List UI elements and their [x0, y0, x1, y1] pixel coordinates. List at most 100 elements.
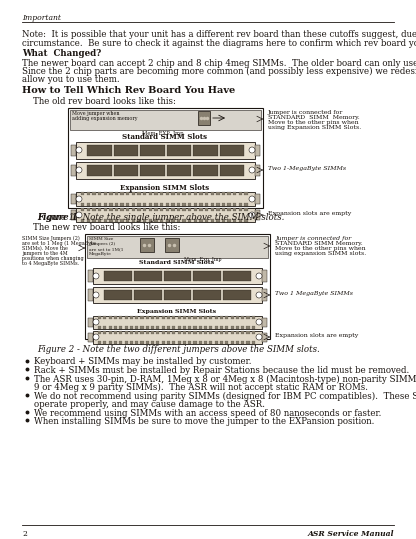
Bar — [220, 326, 223, 329]
Bar — [103, 341, 106, 344]
Bar — [114, 331, 117, 334]
Bar — [182, 203, 186, 206]
Bar — [135, 341, 138, 344]
Bar — [130, 341, 133, 344]
Text: Standard SIMM Slots: Standard SIMM Slots — [139, 260, 215, 265]
Bar — [241, 316, 244, 319]
Bar — [204, 316, 207, 319]
Bar — [109, 208, 113, 211]
Bar — [132, 203, 135, 206]
Bar — [119, 326, 122, 329]
Bar — [126, 192, 129, 195]
Bar — [149, 192, 152, 195]
Bar — [228, 192, 231, 195]
Bar — [119, 341, 122, 344]
Bar — [239, 192, 242, 195]
Bar — [160, 208, 163, 211]
Bar — [151, 316, 154, 319]
Bar — [244, 208, 248, 211]
Bar — [126, 203, 129, 206]
Bar — [166, 192, 169, 195]
Bar — [205, 208, 208, 211]
Bar — [88, 289, 93, 301]
Bar — [252, 326, 255, 329]
Text: Move jumper when: Move jumper when — [72, 111, 119, 116]
Circle shape — [256, 319, 262, 325]
Bar — [124, 316, 128, 319]
Bar — [225, 331, 228, 334]
Bar — [143, 208, 146, 211]
Circle shape — [249, 167, 255, 173]
Bar — [199, 341, 202, 344]
Circle shape — [256, 273, 262, 279]
Bar — [171, 203, 175, 206]
Text: Expansion SIMM Slots: Expansion SIMM Slots — [121, 184, 210, 192]
Bar — [244, 192, 248, 195]
Bar — [143, 219, 146, 222]
Text: How to Tell Which Rev Board You Have: How to Tell Which Rev Board You Have — [22, 86, 235, 95]
Circle shape — [249, 212, 255, 218]
Bar — [246, 331, 250, 334]
Bar — [177, 219, 180, 222]
Bar — [194, 219, 197, 222]
Bar — [228, 219, 231, 222]
Bar — [98, 192, 101, 195]
Bar — [199, 203, 203, 206]
Bar — [81, 203, 84, 206]
Text: positions when changing: positions when changing — [22, 256, 84, 261]
Bar — [98, 331, 101, 334]
Bar — [205, 219, 208, 222]
Bar — [222, 208, 225, 211]
Bar — [85, 234, 270, 339]
Text: The old rev board looks like this:: The old rev board looks like this: — [22, 98, 176, 107]
Text: using Expansion SIMM Slots.: using Expansion SIMM Slots. — [268, 125, 361, 130]
Bar — [236, 331, 239, 334]
Bar — [171, 219, 175, 222]
Bar — [204, 341, 207, 344]
Bar — [204, 331, 207, 334]
Bar — [172, 331, 176, 334]
Text: are set to 1M(1: are set to 1M(1 — [89, 247, 124, 251]
Bar — [130, 331, 133, 334]
Bar — [244, 203, 248, 206]
Circle shape — [249, 147, 255, 153]
Bar — [225, 316, 228, 319]
Bar — [222, 219, 225, 222]
Bar — [130, 326, 133, 329]
Bar — [225, 341, 228, 344]
Bar — [255, 164, 260, 176]
Bar — [149, 208, 152, 211]
Bar — [146, 331, 149, 334]
Circle shape — [93, 319, 99, 325]
Bar — [93, 316, 262, 329]
Bar — [98, 316, 101, 319]
Bar — [156, 316, 159, 319]
Bar — [210, 208, 214, 211]
Text: operate properly, and may cause damage to the ASR.: operate properly, and may cause damage t… — [34, 400, 265, 409]
Bar — [216, 219, 220, 222]
Bar — [141, 331, 144, 334]
Bar — [209, 331, 213, 334]
Bar — [198, 111, 210, 125]
Bar — [188, 192, 191, 195]
Bar — [88, 318, 93, 327]
Bar — [178, 326, 181, 329]
Circle shape — [256, 292, 262, 298]
Circle shape — [93, 273, 99, 279]
Bar — [109, 341, 112, 344]
Bar — [92, 219, 96, 222]
Text: Mem  Exp  Jmp: Mem Exp Jmp — [184, 257, 222, 262]
Bar — [216, 208, 220, 211]
Bar — [141, 326, 144, 329]
Bar — [92, 208, 96, 211]
Bar — [135, 331, 138, 334]
Bar — [137, 203, 141, 206]
Bar — [71, 210, 76, 220]
Bar — [140, 165, 164, 176]
Text: SIMM Size Jumpers (2): SIMM Size Jumpers (2) — [22, 236, 80, 241]
Bar — [188, 331, 191, 334]
Bar — [143, 192, 146, 195]
Bar — [134, 271, 161, 281]
Bar — [103, 316, 106, 319]
Bar — [124, 341, 128, 344]
